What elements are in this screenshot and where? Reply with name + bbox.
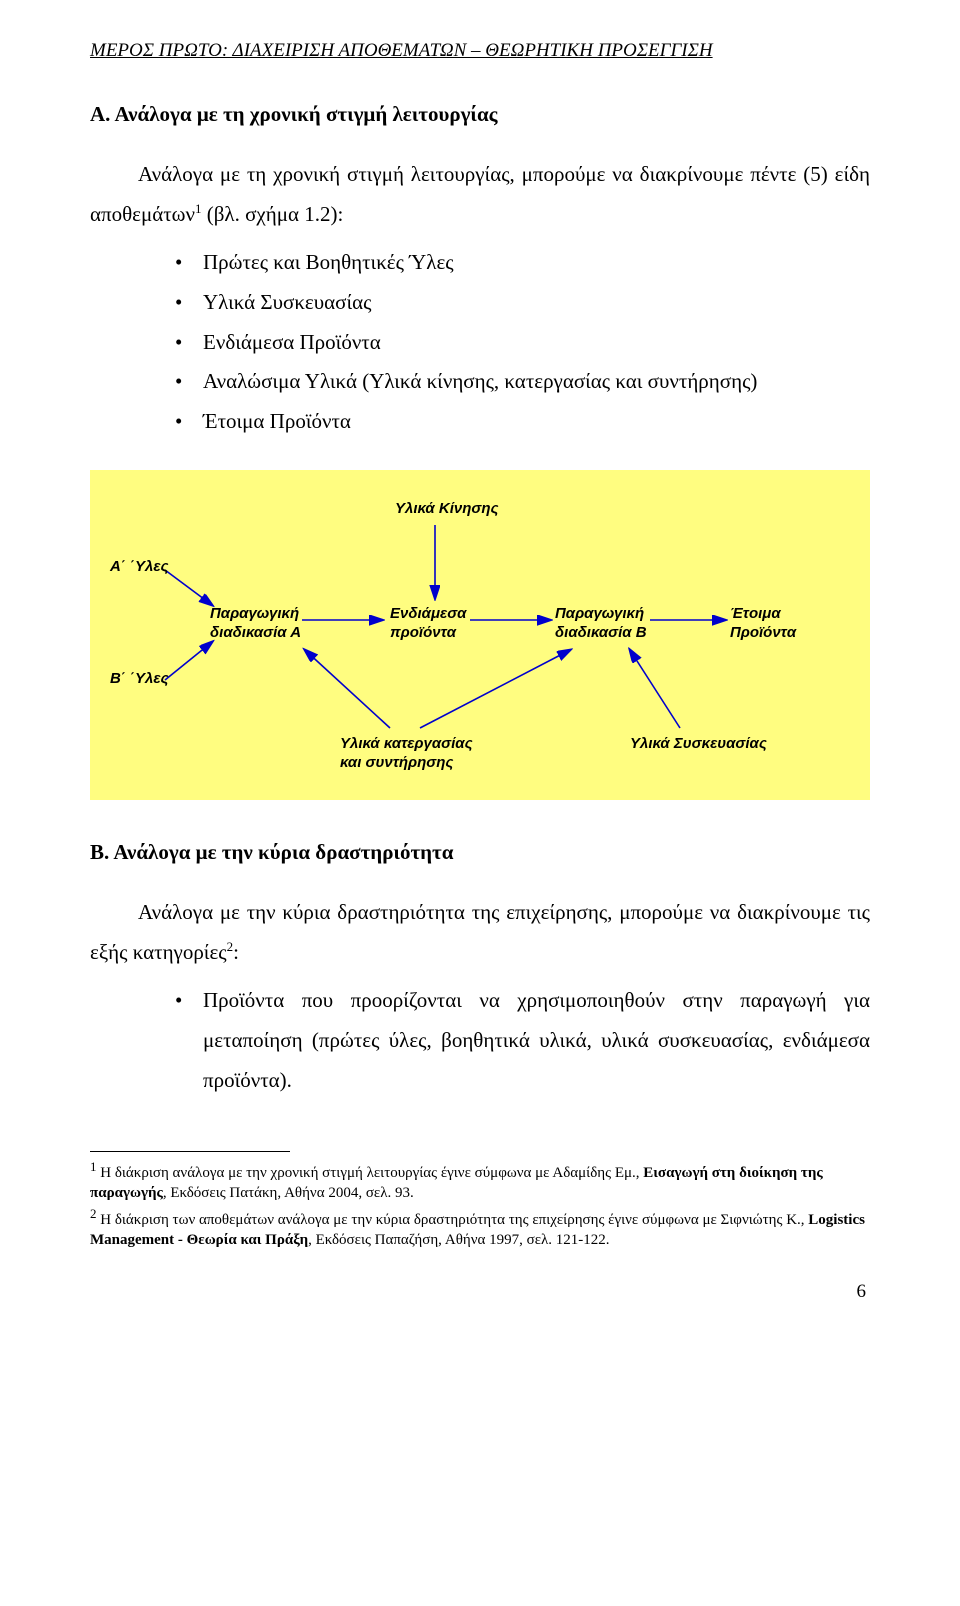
- footnote-text: , Εκδόσεις Παπαζήση, Αθήνα 1997, σελ. 12…: [308, 1232, 609, 1248]
- page-number: 6: [90, 1281, 870, 1303]
- diagram-label-etoima: Έτοιμα Προϊόντα: [730, 605, 796, 643]
- para-text: Ανάλογα με την κύρια δραστηριότητα της ε…: [90, 900, 870, 964]
- list-item: Ενδιάμεσα Προϊόντα: [175, 323, 870, 363]
- section-a-bullets: Πρώτες και Βοηθητικές Ύλες Υλικά Συσκευα…: [90, 243, 870, 442]
- footnote-1: 1 Η διάκριση ανάλογα με την χρονική στιγ…: [90, 1158, 870, 1204]
- diagram-label-ylika-syskeuasias: Υλικά Συσκευασίας: [630, 735, 767, 754]
- section-b-bullets: Προϊόντα που προορίζονται να χρησιμοποιη…: [90, 981, 870, 1101]
- diagram-label-paragogiki-b: Παραγωγική διαδικασία Β: [555, 605, 647, 643]
- para-text-tail: :: [233, 940, 239, 964]
- footnote-separator: [90, 1151, 290, 1152]
- section-b-heading: Β. Ανάλογα με την κύρια δραστηριότητα: [90, 840, 870, 865]
- list-item: Πρώτες και Βοηθητικές Ύλες: [175, 243, 870, 283]
- flow-diagram: Υλικά Κίνησης Α΄ ΄Υλες Β΄ ΄Υλες Παραγωγι…: [90, 470, 870, 800]
- list-item: Αναλώσιμα Υλικά (Υλικά κίνησης, κατεργασ…: [175, 362, 870, 402]
- footnote-2: 2 Η διάκριση των αποθεμάτων ανάλογα με τ…: [90, 1205, 870, 1251]
- section-a-heading: Α. Ανάλογα με τη χρονική στιγμή λειτουργ…: [90, 102, 870, 127]
- list-item: Υλικά Συσκευασίας: [175, 283, 870, 323]
- diagram-label-ylika-kinisis: Υλικά Κίνησης: [395, 500, 499, 519]
- page: ΜΕΡΟΣ ΠΡΩΤΟ: ΔΙΑΧΕΙΡΙΣΗ ΑΠΟΘΕΜΑΤΩΝ – ΘΕΩ…: [0, 0, 960, 1353]
- diagram-label-ylika-katergasias: Υλικά κατεργασίας και συντήρησης: [340, 735, 473, 773]
- list-item: Έτοιμα Προϊόντα: [175, 402, 870, 442]
- footnote-text: , Εκδόσεις Πατάκη, Αθήνα 2004, σελ. 93.: [163, 1185, 414, 1201]
- section-b-paragraph: Ανάλογα με την κύρια δραστηριότητα της ε…: [90, 893, 870, 973]
- diagram-label-paragogiki-a: Παραγωγική διαδικασία Α: [210, 605, 301, 643]
- footnote-text: Η διάκριση των αποθεμάτων ανάλογα με την…: [97, 1212, 809, 1228]
- footnote-text: Η διάκριση ανάλογα με την χρονική στιγμή…: [97, 1165, 644, 1181]
- para-text-tail: (βλ. σχήμα 1.2):: [202, 202, 344, 226]
- diagram-label-a-yles: Α΄ ΄Υλες: [110, 558, 169, 577]
- list-item: Προϊόντα που προορίζονται να χρησιμοποιη…: [175, 981, 870, 1101]
- running-header: ΜΕΡΟΣ ΠΡΩΤΟ: ΔΙΑΧΕΙΡΙΣΗ ΑΠΟΘΕΜΑΤΩΝ – ΘΕΩ…: [90, 40, 870, 62]
- diagram-label-b-yles: Β΄ ΄Υλες: [110, 670, 169, 689]
- diagram-label-endiamesa: Ενδιάμεσα προϊόντα: [390, 605, 466, 643]
- section-a-paragraph: Ανάλογα με τη χρονική στιγμή λειτουργίας…: [90, 155, 870, 235]
